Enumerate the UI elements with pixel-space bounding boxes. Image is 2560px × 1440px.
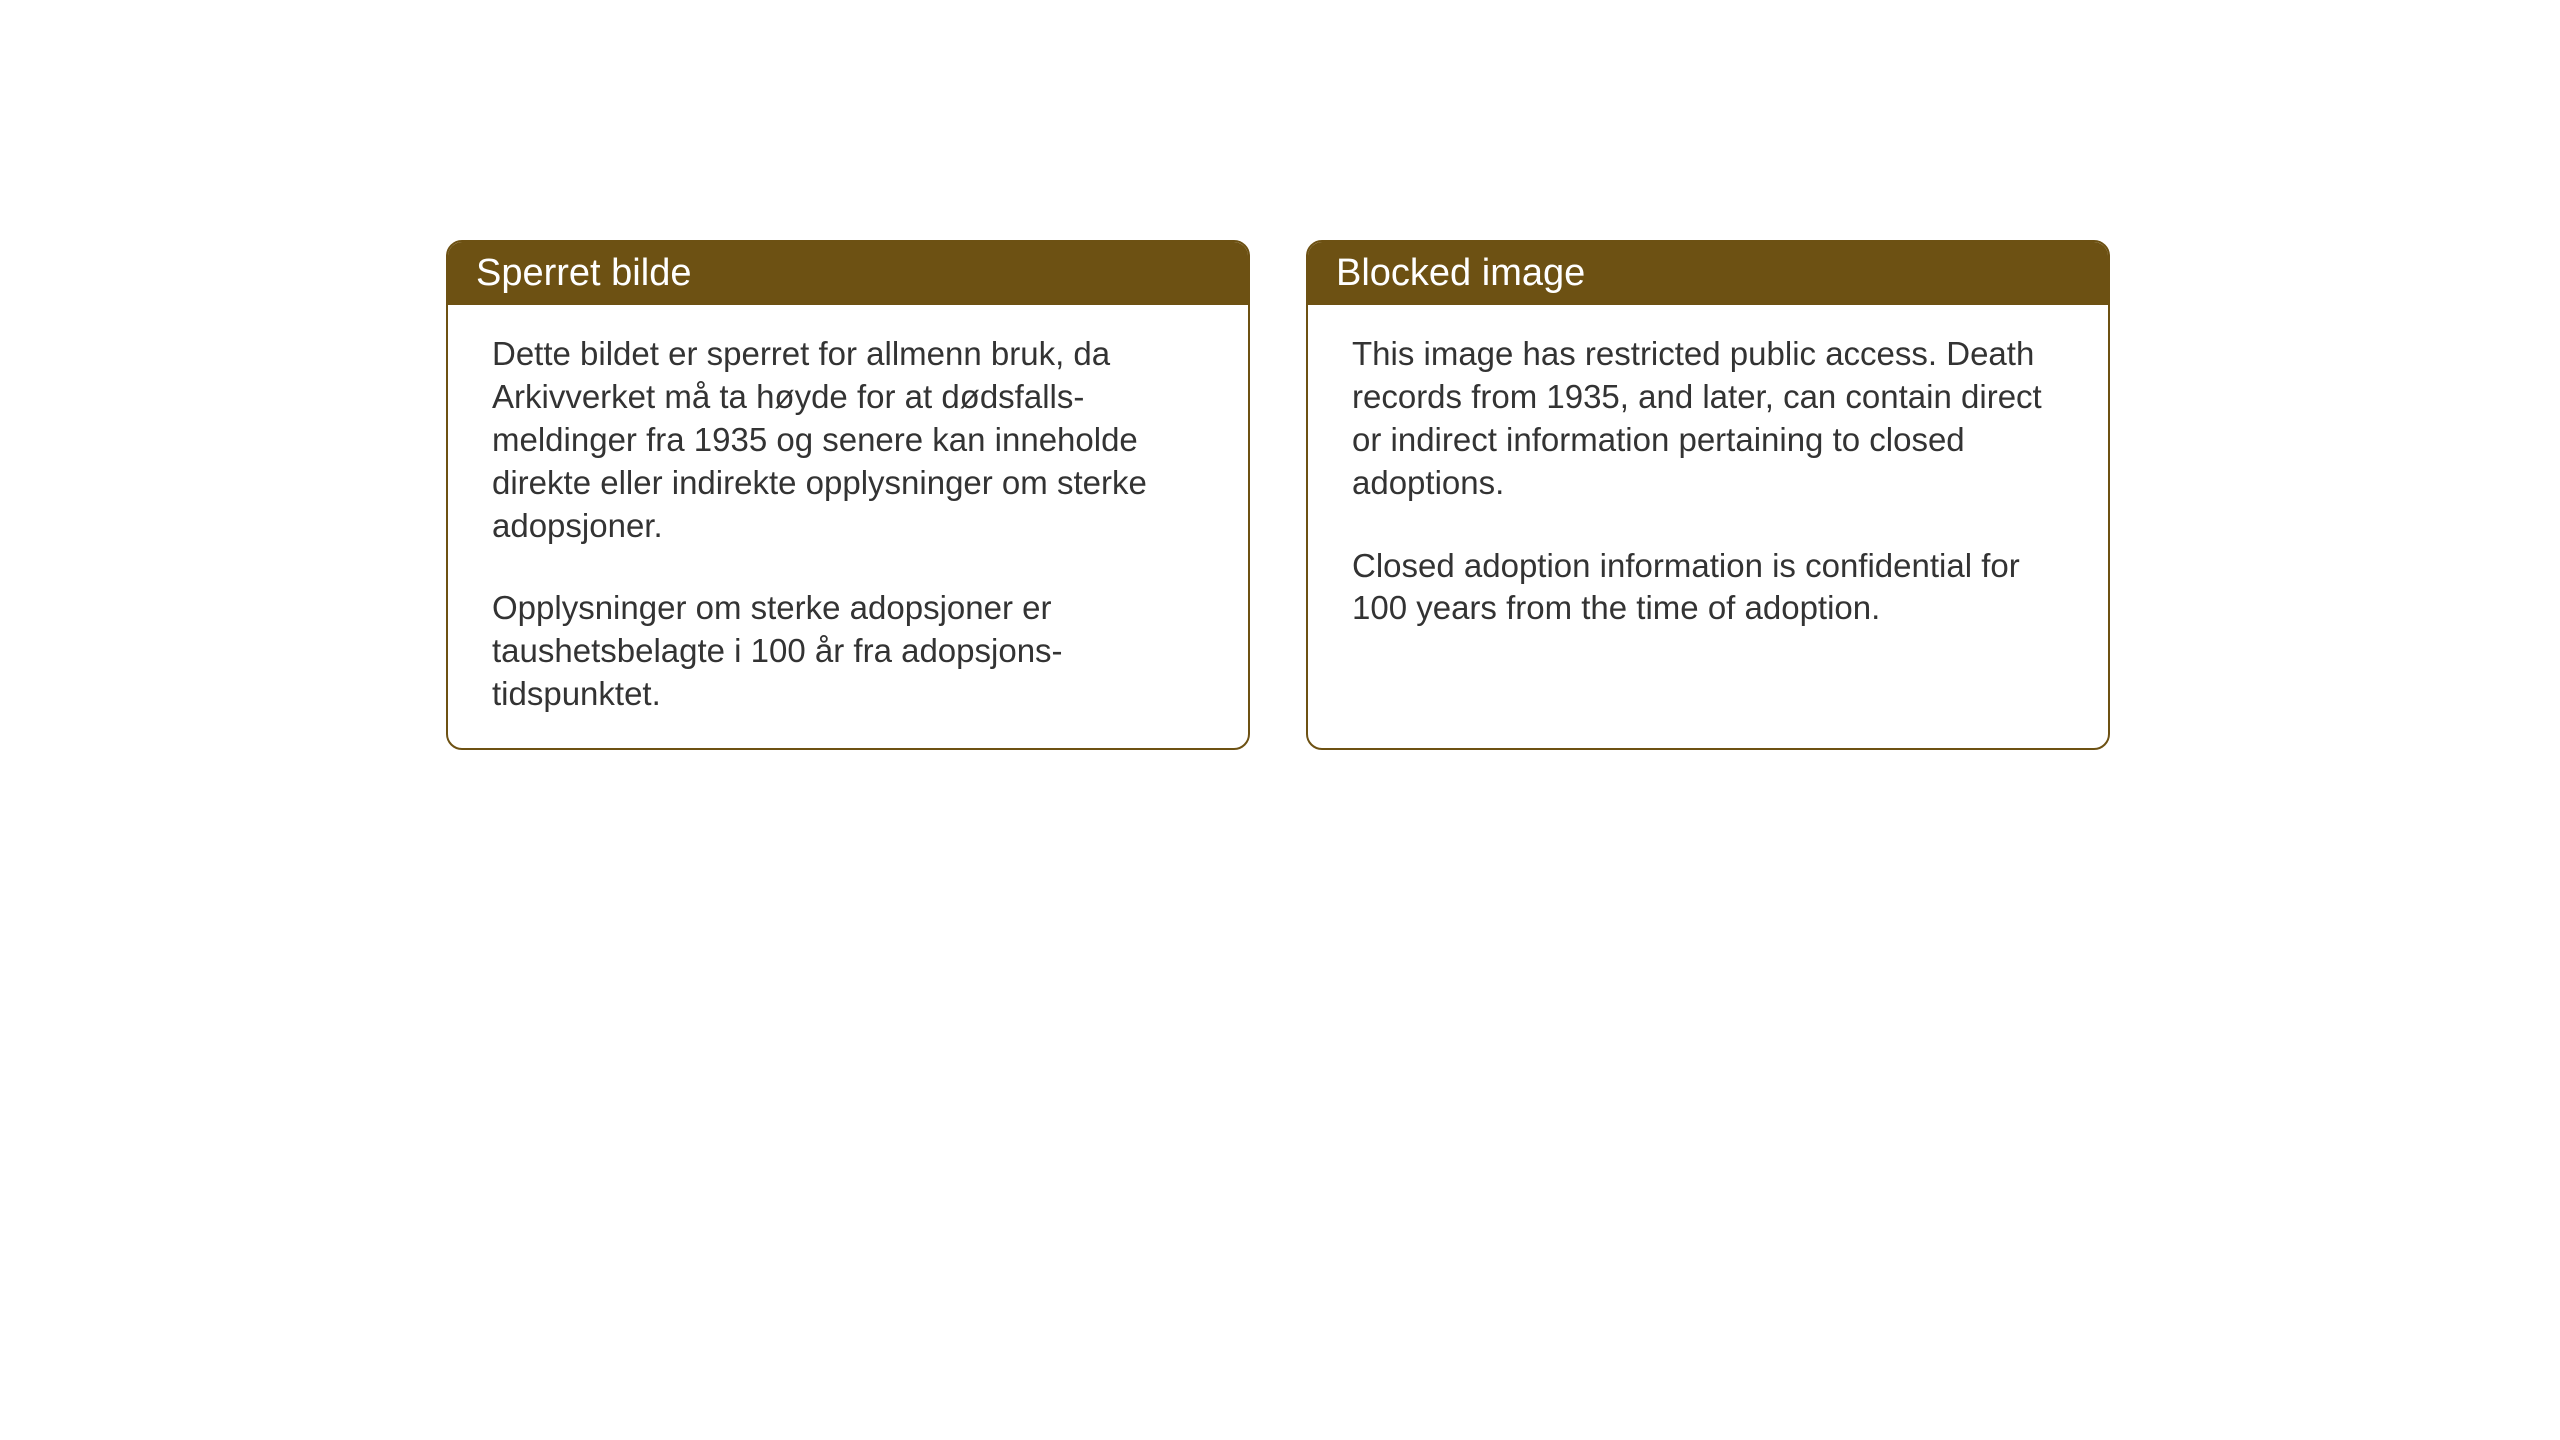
card-header-norwegian: Sperret bilde xyxy=(448,242,1248,305)
card-paragraph-2-english: Closed adoption information is confident… xyxy=(1352,545,2064,631)
card-english: Blocked image This image has restricted … xyxy=(1306,240,2110,750)
card-paragraph-1-norwegian: Dette bildet er sperret for allmenn bruk… xyxy=(492,333,1204,547)
card-header-english: Blocked image xyxy=(1308,242,2108,305)
card-paragraph-2-norwegian: Opplysninger om sterke adopsjoner er tau… xyxy=(492,587,1204,716)
card-title-norwegian: Sperret bilde xyxy=(476,252,691,294)
card-title-english: Blocked image xyxy=(1336,252,1585,294)
card-body-english: This image has restricted public access.… xyxy=(1308,305,2108,658)
card-paragraph-1-english: This image has restricted public access.… xyxy=(1352,333,2064,505)
card-norwegian: Sperret bilde Dette bildet er sperret fo… xyxy=(446,240,1250,750)
cards-container: Sperret bilde Dette bildet er sperret fo… xyxy=(446,240,2110,750)
card-body-norwegian: Dette bildet er sperret for allmenn bruk… xyxy=(448,305,1248,744)
